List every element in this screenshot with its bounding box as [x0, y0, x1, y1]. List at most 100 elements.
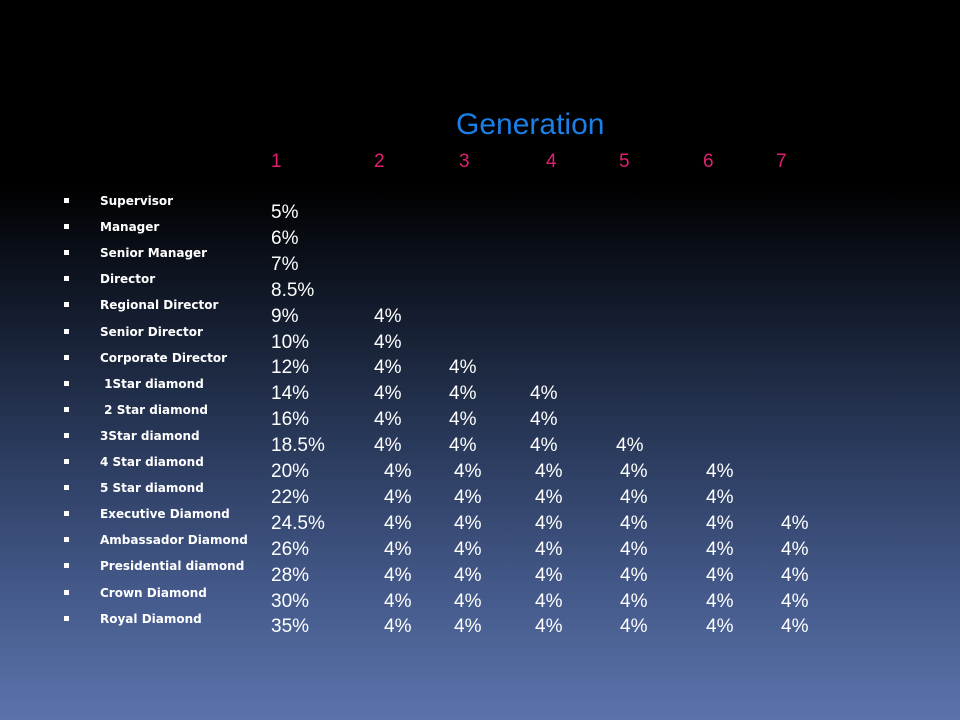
- square-bullet-icon: [64, 537, 69, 543]
- generation-number-2: 2: [374, 151, 385, 172]
- generation-number-4: 4: [546, 151, 557, 172]
- percentage-cell: 4%: [706, 461, 734, 482]
- rank-list-item: Supervisor: [64, 195, 173, 207]
- rank-list-item: Presidential diamond: [64, 560, 244, 572]
- percentage-cell: 4%: [384, 590, 412, 612]
- square-bullet-icon: [64, 406, 69, 412]
- percentage-cell: 8.5%: [271, 279, 315, 301]
- percentage-cell: 4%: [384, 538, 412, 560]
- percentage-cell: 4%: [620, 590, 648, 612]
- percentage-cell: 4%: [449, 409, 477, 431]
- rank-label: Director: [100, 272, 156, 287]
- percentage-cell: 4%: [454, 616, 482, 638]
- percentage-cell: 4%: [781, 590, 809, 612]
- rank-list-item: 2 Star diamond: [64, 404, 208, 416]
- percentage-cell: 4%: [535, 564, 563, 586]
- square-bullet-icon: [64, 511, 69, 517]
- generation-number-7: 7: [776, 151, 787, 172]
- percentage-cell: 4%: [384, 486, 412, 508]
- rank-list-item: Corporate Director: [64, 352, 227, 364]
- rank-list-item: Senior Director: [64, 326, 203, 338]
- percentage-cell: 4%: [454, 461, 482, 482]
- generation-number-6: 6: [703, 151, 714, 172]
- rank-label: Royal Diamond: [100, 611, 202, 626]
- percentage-cell: 4%: [454, 538, 482, 560]
- rank-label: 2 Star diamond: [100, 402, 208, 417]
- square-bullet-icon: [64, 328, 69, 334]
- rank-label: 4 Star diamond: [100, 455, 204, 469]
- rank-list-item: 5 Star diamond: [64, 482, 204, 494]
- square-bullet-icon: [64, 250, 69, 256]
- percentage-cell: 4%: [530, 383, 558, 405]
- percentage-cell: 4%: [384, 512, 412, 534]
- percentage-cell: 4%: [706, 512, 734, 534]
- percentage-cell: 10%: [271, 331, 310, 353]
- percentage-cell: 4%: [535, 461, 563, 482]
- percentage-cell: 4%: [454, 512, 482, 534]
- rank-label: Senior Manager: [100, 246, 208, 261]
- generation-number-1: 1: [271, 151, 282, 172]
- rank-list-item: 4 Star diamond: [64, 456, 204, 468]
- percentage-cell: 4%: [374, 383, 402, 405]
- percentage-cell: 4%: [374, 357, 402, 379]
- rank-list-item: Ambassador Diamond: [64, 534, 248, 546]
- rank-label: Corporate Director: [100, 350, 228, 365]
- percentage-cell: 4%: [620, 564, 648, 586]
- generation-number-5: 5: [619, 151, 630, 172]
- percentage-cell: 4%: [530, 435, 558, 457]
- rank-label: Presidential diamond: [100, 559, 245, 574]
- percentage-cell: 4%: [781, 512, 809, 534]
- percentage-cell: 4%: [374, 331, 402, 353]
- percentage-cell: 4%: [454, 564, 482, 586]
- square-bullet-icon: [64, 432, 69, 438]
- percentage-cell: 4%: [781, 616, 809, 638]
- percentage-cell: 4%: [620, 512, 648, 534]
- square-bullet-icon: [64, 563, 69, 569]
- rank-list-item: Crown Diamond: [64, 587, 207, 599]
- percentage-cell: 4%: [374, 435, 402, 457]
- percentage-cell: 4%: [706, 486, 734, 508]
- square-bullet-icon: [64, 354, 69, 360]
- percentage-cell: 4%: [706, 590, 734, 612]
- percentage-cell: 4%: [530, 409, 558, 431]
- square-bullet-icon: [64, 198, 69, 203]
- percentage-cell: 4%: [454, 590, 482, 612]
- percentage-cell: 28%: [271, 564, 310, 586]
- percentage-cell: 18.5%: [271, 435, 325, 457]
- percentage-cell: 4%: [384, 564, 412, 586]
- percentage-cell: 4%: [449, 383, 477, 405]
- rank-list-item: 3Star diamond: [64, 430, 200, 442]
- rank-list-item: Director: [64, 273, 155, 285]
- percentage-cell: 4%: [620, 486, 648, 508]
- rank-label: Executive Diamond: [100, 507, 230, 522]
- percentage-cell: 14%: [271, 383, 310, 405]
- square-bullet-icon: [64, 589, 69, 595]
- rank-list-item: Senior Manager: [64, 247, 207, 259]
- percentage-cell: 4%: [781, 564, 809, 586]
- rank-list-item: Executive Diamond: [64, 508, 230, 520]
- square-bullet-icon: [64, 459, 69, 464]
- rank-label: 5 Star diamond: [100, 481, 204, 496]
- square-bullet-icon: [64, 615, 69, 621]
- percentage-cell: 4%: [384, 461, 412, 482]
- rank-list-item: Manager: [64, 221, 159, 233]
- percentage-cell: 4%: [454, 486, 482, 508]
- percentage-cell: 4%: [449, 357, 477, 379]
- percentage-cell: 4%: [620, 616, 648, 638]
- square-bullet-icon: [64, 302, 69, 308]
- percentage-cell: 4%: [781, 538, 809, 560]
- percentage-cell: 35%: [271, 616, 310, 638]
- rank-label: Senior Director: [100, 324, 203, 339]
- percentage-cell: 22%: [271, 486, 310, 508]
- percentage-cell: 4%: [706, 564, 734, 586]
- percentage-cell: 16%: [271, 409, 310, 431]
- rank-label: 1Star diamond: [100, 376, 204, 391]
- percentage-cell: 26%: [271, 538, 310, 560]
- percentage-cell: 4%: [535, 486, 563, 508]
- percentage-cell: 4%: [616, 435, 644, 457]
- slide-title: Generation: [456, 108, 605, 141]
- square-bullet-icon: [64, 485, 69, 491]
- percentage-cell: 4%: [535, 616, 563, 638]
- square-bullet-icon: [64, 380, 69, 386]
- rank-label: Supervisor: [100, 194, 174, 208]
